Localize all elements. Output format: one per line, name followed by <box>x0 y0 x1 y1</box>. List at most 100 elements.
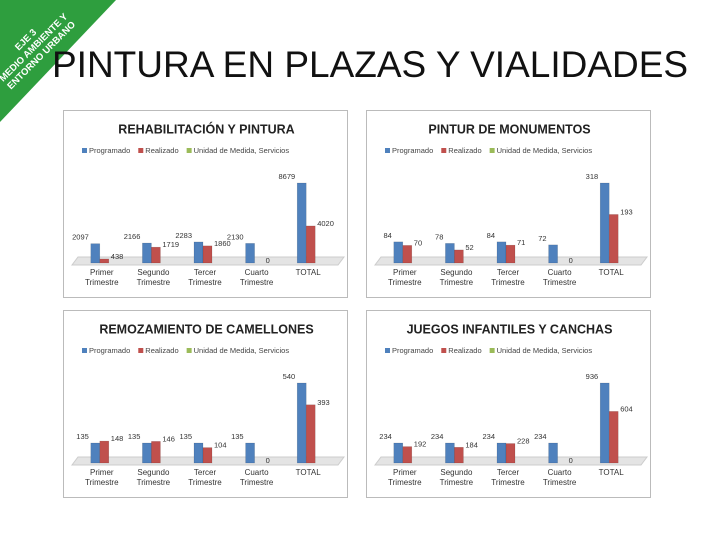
data-label: 0 <box>569 456 573 465</box>
legend-swatch <box>441 148 447 153</box>
legend-swatch <box>489 348 495 353</box>
legend-swatch <box>138 348 144 353</box>
chart-panel: PINTUR DE MONUMENTOS Programado Realizado U… <box>366 110 651 298</box>
data-label: 71 <box>517 238 525 247</box>
bar <box>90 243 101 264</box>
data-label: 1719 <box>162 240 179 249</box>
bar <box>296 382 307 464</box>
data-label: 0 <box>266 456 270 465</box>
bar <box>402 245 413 264</box>
legend-swatch <box>138 148 144 153</box>
chart-panel: REHABILITACIÓN Y PINTURA Programado Realiz… <box>63 110 348 298</box>
x-tick-label: TOTAL <box>598 468 624 477</box>
data-label: 78 <box>435 232 443 241</box>
bar <box>202 447 213 464</box>
data-label: 146 <box>162 434 175 443</box>
data-label: 1860 <box>214 239 231 248</box>
bar <box>496 241 507 264</box>
data-label: 135 <box>231 432 244 441</box>
legend-label: Programado <box>392 346 433 355</box>
data-label: 228 <box>517 436 530 445</box>
bar <box>548 442 558 464</box>
data-label: 84 <box>487 231 495 240</box>
bar <box>402 446 413 464</box>
data-label: 2166 <box>124 232 141 241</box>
bar <box>599 182 610 264</box>
bar <box>193 241 204 264</box>
banner-ribbon <box>0 0 116 122</box>
bar <box>393 442 404 464</box>
bar <box>142 442 152 464</box>
bar <box>305 225 316 264</box>
data-label: 184 <box>465 440 478 449</box>
bar <box>142 242 152 264</box>
legend-label: Programado <box>392 146 433 155</box>
chart-title: REHABILITACIÓN Y PINTURA <box>118 121 294 136</box>
bar <box>548 244 558 264</box>
legend-label: Programado <box>89 146 130 155</box>
chart: REHABILITACIÓN Y PINTURA Programado Realiz… <box>71 121 345 266</box>
x-tick-label: Primer Trimestre <box>388 268 422 287</box>
legend-label: Programado <box>89 346 130 355</box>
legend-label: Unidad de Medida, Servicios <box>497 146 593 155</box>
data-label: 135 <box>179 432 192 441</box>
bar <box>445 243 455 264</box>
bar <box>245 243 255 264</box>
bar <box>505 244 516 264</box>
legend-swatch <box>186 348 192 353</box>
x-tick-label: TOTAL <box>295 468 321 477</box>
data-label: 936 <box>586 372 599 381</box>
x-tick-label: Primer Trimestre <box>85 268 119 287</box>
data-label: 104 <box>214 441 227 450</box>
legend-swatch <box>82 348 87 353</box>
x-tick-label: Cuarto Trimestre <box>542 468 577 487</box>
chart-title: PINTUR DE MONUMENTOS <box>428 122 590 136</box>
chart: JUEGOS INFANTILES Y CANCHAS Programado Rea… <box>374 322 648 466</box>
x-tick-label: Primer Trimestre <box>85 468 119 487</box>
data-label: 70 <box>414 238 422 247</box>
data-label: 0 <box>569 256 573 265</box>
x-tick-label: Primer Trimestre <box>388 468 422 487</box>
data-label: 318 <box>586 172 599 181</box>
data-label: 2283 <box>175 231 192 240</box>
x-tick-label: Cuarto Trimestre <box>542 268 577 287</box>
bar <box>305 404 316 464</box>
legend-label: Realizado <box>145 346 178 355</box>
data-label: 2130 <box>227 232 244 241</box>
data-label: 4020 <box>317 219 334 228</box>
data-label: 52 <box>465 243 473 252</box>
bar <box>90 442 101 464</box>
data-label: 540 <box>283 372 296 381</box>
data-label: 234 <box>534 432 547 441</box>
data-label: 193 <box>620 207 633 216</box>
x-tick-label: Segundo Trimestre <box>136 268 171 287</box>
data-label: 393 <box>317 398 330 407</box>
data-label: 135 <box>128 432 141 441</box>
bar <box>151 246 161 264</box>
bar <box>454 447 464 464</box>
chart: REMOZAMIENTO DE CAMELLONES Programado Real… <box>71 322 345 466</box>
chart-title: REMOZAMIENTO DE CAMELLONES <box>99 322 313 336</box>
x-tick-label: Cuarto Trimestre <box>239 268 274 287</box>
x-tick-label: TOTAL <box>295 268 321 277</box>
data-label: 2097 <box>72 233 89 242</box>
bar <box>608 411 619 464</box>
slide-title: PINTURA EN PLAZAS Y VIALIDADES <box>52 44 689 85</box>
data-label: 135 <box>76 432 89 441</box>
x-tick-label: Tercer Trimestre <box>188 268 222 287</box>
data-label: 604 <box>620 404 633 413</box>
bar <box>599 382 610 464</box>
data-label: 84 <box>383 231 391 240</box>
legend-swatch <box>186 148 192 153</box>
banner: EJE 3 MEDIO AMBIENTE Y ENTORNO URBANO <box>0 0 116 122</box>
x-tick-label: Tercer Trimestre <box>491 268 525 287</box>
data-label: 234 <box>431 432 444 441</box>
chart: PINTUR DE MONUMENTOS Programado Realizado U… <box>374 122 648 266</box>
legend-label: Unidad de Medida, Servicios <box>194 346 290 355</box>
x-tick-label: Segundo Trimestre <box>439 268 474 287</box>
legend-swatch <box>385 348 390 353</box>
legend-label: Realizado <box>448 146 481 155</box>
legend-swatch <box>385 148 390 153</box>
x-tick-label: Tercer Trimestre <box>491 468 525 487</box>
